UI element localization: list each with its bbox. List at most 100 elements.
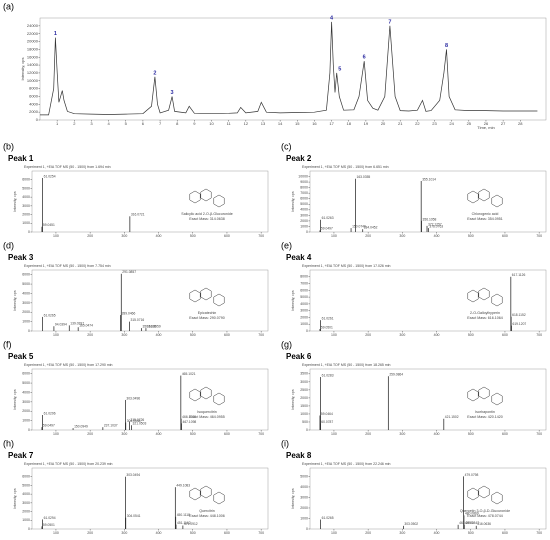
exact-mass: Exact Mass: 478.0744 — [467, 514, 503, 518]
structure — [189, 487, 201, 501]
plot-frame — [31, 368, 269, 431]
x-tick-label: 100 — [331, 333, 337, 337]
chromatogram-line — [40, 21, 538, 116]
x-tick-label: 25 — [467, 121, 472, 126]
x-tick-label: 100 — [53, 432, 59, 436]
y-tick-label: 9000 — [300, 180, 308, 184]
y-tick-label: 1000 — [300, 412, 308, 416]
peak-mz-label: 61.0265 — [44, 313, 56, 317]
x-tick-label: 100 — [331, 531, 337, 535]
x-tick-label: 15 — [295, 121, 300, 126]
structure — [213, 491, 225, 505]
peak-mz-label: 303.0494 — [126, 473, 140, 477]
y-tick-label: 10000 — [298, 174, 308, 178]
x-tick-label: 100 — [53, 531, 59, 535]
x-tick-label: 2 — [73, 121, 76, 126]
x-tick-label: 400 — [156, 531, 162, 535]
y-tick-label: 5000 — [300, 202, 308, 206]
x-tick-label: 500 — [468, 234, 474, 238]
peak-mz-label: 59.0451 — [43, 223, 55, 227]
compound-name: Isoquercitrin — [197, 410, 217, 414]
exact-mass: Exact Mass: 616.1064 — [467, 316, 503, 320]
peak-mz-label: 617.1126 — [512, 273, 526, 277]
y-tick-label: 7000 — [300, 191, 308, 195]
y-axis-label: Intensity, cps — [20, 57, 25, 80]
x-tick-label: 24 — [449, 121, 454, 126]
y-tick-label: 6000 — [300, 197, 308, 201]
x-tick-label: 19 — [364, 121, 369, 126]
y-tick-label: 4000 — [22, 195, 30, 199]
structure — [467, 289, 479, 303]
y-tick-label: 5000 — [22, 282, 30, 286]
x-tick-label: 700 — [536, 333, 542, 337]
y-tick-label: 3000 — [300, 309, 308, 313]
panel-subtitle: Experiment 1, +EIA TOF MS (50 - 1500) fr… — [302, 462, 391, 466]
peak-label: 8 — [445, 43, 448, 49]
exact-mass: Exact Mass: 420.1420 — [467, 415, 503, 419]
peak-mz-label: 480.0869 — [465, 512, 479, 516]
x-tick-label: 200 — [365, 531, 371, 535]
x-tick-label: 23 — [432, 121, 437, 126]
x-tick-label: 300 — [399, 333, 405, 337]
peak-mz-label: 237.1037 — [104, 424, 118, 428]
y-tick-label: 22000 — [27, 31, 39, 36]
peak-mz-label: 61.0265 — [322, 516, 334, 520]
peak-mz-label: 139.0397 — [70, 322, 84, 326]
x-tick-label: 16 — [312, 121, 317, 126]
peak-mz-label: 61.0294 — [44, 516, 56, 520]
y-tick-label: 6000 — [29, 94, 39, 99]
y-tick-label: 6000 — [22, 178, 30, 182]
x-tick-label: 500 — [468, 432, 474, 436]
x-tick-label: 13 — [261, 121, 266, 126]
peak-mz-label: 619.1207 — [512, 322, 526, 326]
x-tick-label: 26 — [484, 121, 489, 126]
x-tick-label: 700 — [258, 531, 264, 535]
y-tick-label: 0 — [306, 527, 308, 531]
y-tick-label: 18000 — [27, 46, 39, 51]
x-tick-label: 600 — [502, 333, 508, 337]
x-tick-label: 20 — [381, 121, 386, 126]
peak-mz-label: 289.0466 — [122, 311, 136, 315]
peak-mz-label: 150.0749 — [352, 224, 366, 228]
y-tick-label: 16000 — [27, 54, 39, 59]
plot-frame — [31, 170, 269, 233]
x-tick-label: 300 — [121, 333, 127, 337]
peak-mz-label: 481.0847 — [465, 521, 479, 525]
y-tick-label: 1000 — [22, 221, 30, 225]
plot-frame — [309, 269, 547, 332]
plot-frame — [31, 269, 269, 332]
x-tick-label: 700 — [536, 432, 542, 436]
x-tick-label: 500 — [190, 234, 196, 238]
x-tick-label: 9 — [193, 121, 196, 126]
y-tick-label: 3000 — [22, 400, 30, 404]
y-tick-label: 5000 — [22, 186, 30, 190]
structure — [189, 190, 201, 204]
y-tick-label: 0 — [306, 230, 308, 234]
y-tick-label: 1000 — [300, 224, 308, 228]
panel-subtitle: Experiment 1, +EIA TOF MS (50 - 1500) fr… — [302, 264, 391, 268]
exact-mass: Exact Mass: 314.0638 — [189, 217, 225, 221]
y-tick-label: 20000 — [27, 39, 39, 44]
peak-mz-label: 421.1502 — [445, 415, 459, 419]
x-tick-label: 600 — [502, 531, 508, 535]
peak-mz-label: 463.0995 — [459, 521, 473, 525]
exact-mass: Exact Mass: 448.1006 — [189, 514, 225, 518]
x-tick-label: 600 — [224, 234, 230, 238]
panel-title: Peak 3 — [8, 253, 34, 262]
peak-mz-label: 372.1257 — [428, 222, 442, 226]
panel-subtitle: Experiment 1, +EIA TOF MS (50 - 1500) fr… — [302, 165, 389, 169]
y-axis-label: Intensity, cps — [13, 488, 17, 508]
x-tick-label: 500 — [190, 432, 196, 436]
x-tick-label: 700 — [258, 333, 264, 337]
x-tick-label: 21 — [398, 121, 403, 126]
x-tick-label: 200 — [365, 432, 371, 436]
plot-frame — [309, 467, 547, 530]
panel-label: (g) — [281, 339, 292, 349]
x-tick-label: 200 — [87, 531, 93, 535]
peak-mz-label: 465.1021 — [182, 372, 196, 376]
panel-label: (b) — [3, 141, 14, 151]
panel-title: Peak 5 — [8, 352, 34, 361]
x-tick-label: 18 — [347, 121, 352, 126]
panel-title: Peak 7 — [8, 451, 34, 460]
compound-name: 2-O-Galloylhyperin — [470, 311, 500, 315]
